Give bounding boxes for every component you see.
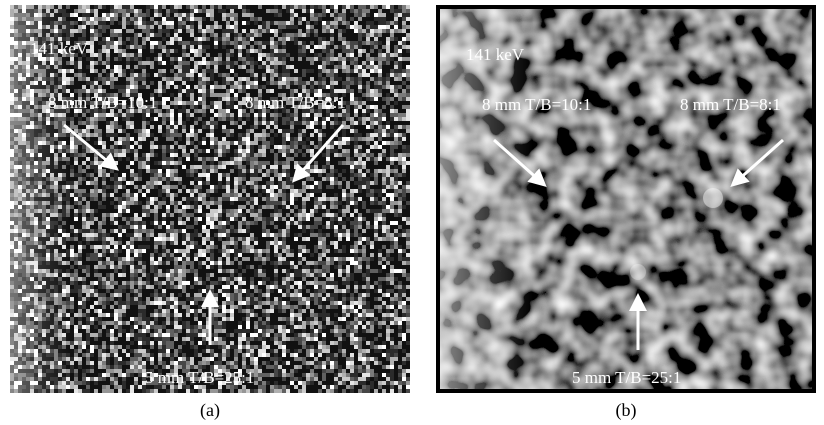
annotation: 8 mm T/B=10:1 xyxy=(48,93,157,112)
annotation: 5 mm T/B=25:1 xyxy=(145,368,254,387)
edge-glow xyxy=(440,9,812,389)
panel-a: 141 keV 8 mm T/B=10:1 8 mm T/B=8:1 5 mm … xyxy=(10,5,410,421)
energy-label: 141 keV xyxy=(30,39,89,58)
annotation: 8 mm T/B=10:1 xyxy=(482,95,591,114)
caption: (a) xyxy=(200,400,220,421)
annotation: 8 mm T/B=8:1 xyxy=(680,95,781,114)
hot-spot xyxy=(630,264,646,280)
panel-b: 141 keV 8 mm T/B=10:1 8 mm T/B=8:1 5 mm … xyxy=(436,5,816,421)
figure: 141 keV 8 mm T/B=10:1 8 mm T/B=8:1 5 mm … xyxy=(0,0,824,425)
caption: (b) xyxy=(616,400,637,421)
energy-label: 141 keV xyxy=(466,45,525,64)
hot-spot xyxy=(703,188,723,208)
annotation: 5 mm T/B=25:1 xyxy=(572,368,681,387)
annotation: 8 mm T/B=8:1 xyxy=(245,93,346,112)
